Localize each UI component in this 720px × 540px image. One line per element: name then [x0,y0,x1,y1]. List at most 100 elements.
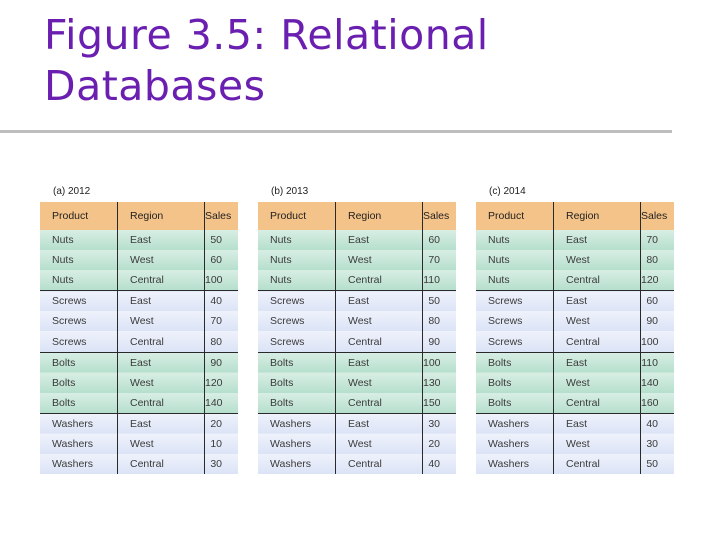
cell-region: East [335,413,423,434]
cell-product: Washers [40,454,118,475]
cell-sales: 160 [640,392,674,414]
cell-region: Central [553,270,641,292]
cell-region: Central [553,392,641,414]
cell-sales: 70 [640,230,674,251]
cell-product: Nuts [476,230,554,251]
table-row: Screws Central 100 [476,331,674,353]
table-row: Screws West 80 [258,311,456,332]
cell-region: East [335,230,423,251]
cell-sales: 80 [422,311,456,332]
cell-product: Nuts [258,230,336,251]
table-panel-2013: (b) 2013 Product Region Sales Nuts East 60… [258,184,456,475]
cell-region: East [553,352,641,373]
cell-region: Central [117,392,205,414]
cell-sales: 140 [640,372,674,393]
cell-sales: 40 [422,454,456,475]
cell-product: Washers [40,413,118,434]
cell-product: Screws [40,290,118,312]
table-row: Nuts Central 100 [40,270,238,292]
cell-region: Central [335,331,423,353]
slide-title: Figure 3.5: Relational Databases [44,11,489,110]
cell-region: West [553,311,641,332]
cell-sales: 50 [640,454,674,475]
cell-product: Nuts [258,270,336,292]
cell-sales: 110 [422,270,456,292]
cell-region: East [335,290,423,312]
cell-sales: 60 [204,250,238,271]
column-header-region: Region [553,202,641,230]
cell-region: Central [117,270,205,292]
table-caption: (a) 2012 [53,186,91,197]
table-row: Bolts East 90 [40,352,238,373]
table-row: Washers East 30 [258,413,456,434]
column-header-sales: Sales [204,202,238,230]
header-row: Product Region Sales [40,202,238,230]
table-row: Bolts East 100 [258,352,456,373]
cell-region: West [117,433,205,455]
table-row: Washers West 30 [476,433,674,455]
cell-sales: 20 [422,433,456,455]
table-row: Bolts Central 140 [40,392,238,414]
cell-region: West [553,250,641,271]
cell-sales: 50 [422,290,456,312]
cell-product: Screws [40,331,118,353]
cell-region: East [117,352,205,373]
cell-product: Washers [476,433,554,455]
table-row: Screws Central 90 [258,331,456,353]
cell-region: Central [335,454,423,475]
cell-product: Bolts [258,372,336,393]
cell-region: East [117,230,205,251]
cell-product: Nuts [476,250,554,271]
cell-product: Screws [476,290,554,312]
cell-region: West [553,372,641,393]
cell-region: West [553,433,641,455]
cell-product: Washers [476,454,554,475]
column-header-sales: Sales [640,202,674,230]
cell-product: Washers [476,413,554,434]
cell-sales: 120 [640,270,674,292]
cell-product: Bolts [40,352,118,373]
cell-product: Nuts [258,250,336,271]
cell-sales: 60 [640,290,674,312]
cell-product: Bolts [258,352,336,373]
cell-region: Central [335,392,423,414]
column-header-product: Product [476,202,554,230]
column-header-product: Product [40,202,118,230]
table-row: Washers East 20 [40,413,238,434]
cell-sales: 30 [422,413,456,434]
cell-sales: 40 [204,290,238,312]
cell-sales: 90 [422,331,456,353]
cell-sales: 100 [640,331,674,353]
table-row: Washers Central 40 [258,454,456,475]
cell-region: East [117,413,205,434]
cell-product: Screws [40,311,118,332]
cell-product: Nuts [40,250,118,271]
cell-product: Bolts [40,392,118,414]
cell-sales: 100 [422,352,456,373]
cell-product: Bolts [476,352,554,373]
table-row: Washers Central 50 [476,454,674,475]
cell-region: West [335,311,423,332]
sales-table-2013: Product Region Sales Nuts East 60 Nuts West 7… [258,202,456,475]
cell-sales: 140 [204,392,238,414]
table-row: Screws East 50 [258,290,456,312]
cell-region: Central [553,454,641,475]
cell-region: West [117,311,205,332]
cell-region: Central [553,331,641,353]
table-row: Nuts West 70 [258,250,456,271]
title-divider [0,130,672,133]
cell-product: Bolts [258,392,336,414]
cell-product: Screws [258,331,336,353]
cell-product: Washers [40,433,118,455]
cell-sales: 70 [422,250,456,271]
cell-sales: 120 [204,372,238,393]
cell-product: Screws [476,331,554,353]
table-row: Screws West 70 [40,311,238,332]
table-row: Washers West 10 [40,433,238,455]
cell-sales: 80 [640,250,674,271]
cell-sales: 90 [204,352,238,373]
cell-sales: 30 [640,433,674,455]
table-caption: (b) 2013 [271,186,309,197]
cell-region: West [335,250,423,271]
cell-region: Central [335,270,423,292]
